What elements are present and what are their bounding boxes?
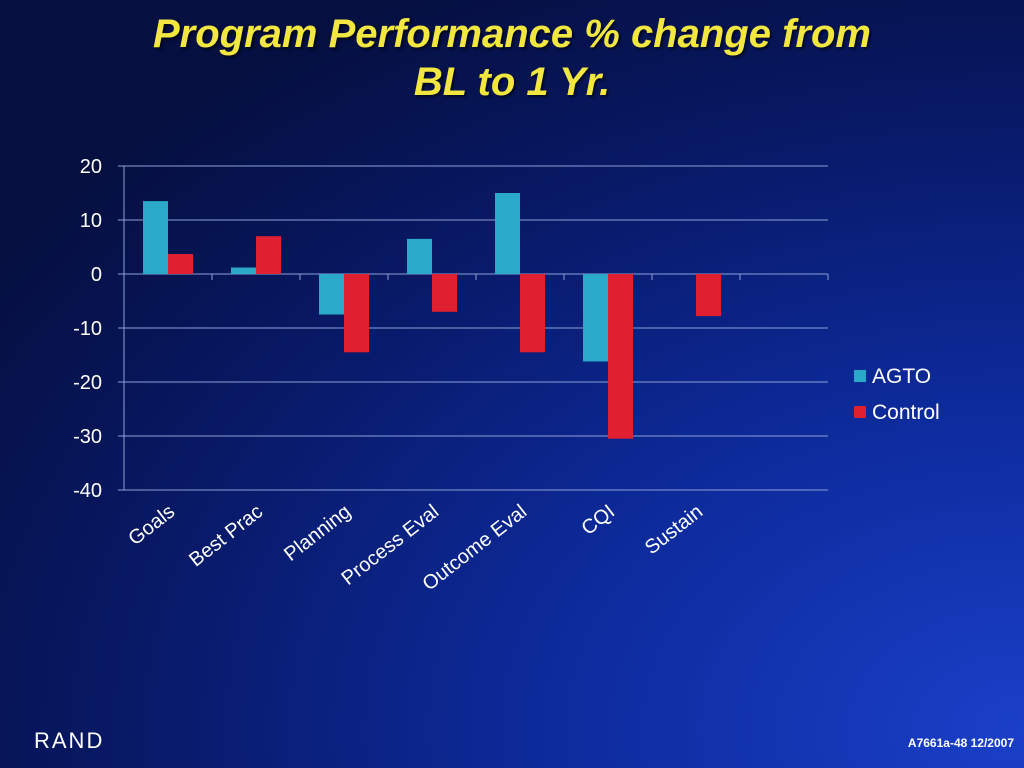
- y-tick-label: -20: [73, 372, 102, 394]
- bar-control: [168, 254, 193, 274]
- bar-agto: [231, 267, 256, 274]
- x-category-label: Best Prac: [185, 501, 267, 572]
- footer-code: A7661a-48 12/2007: [907, 736, 1014, 750]
- x-category-label: CQI: [578, 501, 620, 540]
- bar-agto: [319, 274, 344, 315]
- y-tick-label: -10: [73, 318, 102, 340]
- y-tick-label: -40: [73, 480, 102, 502]
- bar-control: [696, 274, 721, 317]
- x-category-label: Sustain: [641, 501, 707, 559]
- y-tick-label: 20: [80, 156, 102, 178]
- title-line-1: Program Performance % change from: [153, 12, 871, 56]
- bar-control: [344, 274, 369, 353]
- legend-swatch-agto: [854, 370, 866, 382]
- x-category-label: Planning: [280, 501, 355, 566]
- bar-agto: [583, 274, 608, 362]
- legend-label-agto: AGTO: [872, 365, 931, 388]
- legend-swatch-control: [854, 406, 866, 418]
- bar-control: [256, 236, 281, 274]
- y-tick-label: 10: [80, 210, 102, 232]
- slide-title: Program Performance % change from BL to …: [0, 10, 1024, 106]
- bar-control: [432, 274, 457, 312]
- bar-agto: [407, 238, 432, 274]
- bar-agto: [143, 201, 168, 274]
- bar-agto: [495, 193, 520, 274]
- bar-control: [608, 274, 633, 439]
- title-line-2: BL to 1 Yr.: [413, 60, 611, 104]
- x-category-label: Goals: [124, 501, 179, 551]
- y-tick-label: -30: [73, 426, 102, 448]
- legend-label-control: Control: [872, 401, 940, 424]
- y-tick-label: 0: [91, 264, 102, 286]
- bar-control: [520, 274, 545, 353]
- rand-logo: RAND: [34, 728, 105, 753]
